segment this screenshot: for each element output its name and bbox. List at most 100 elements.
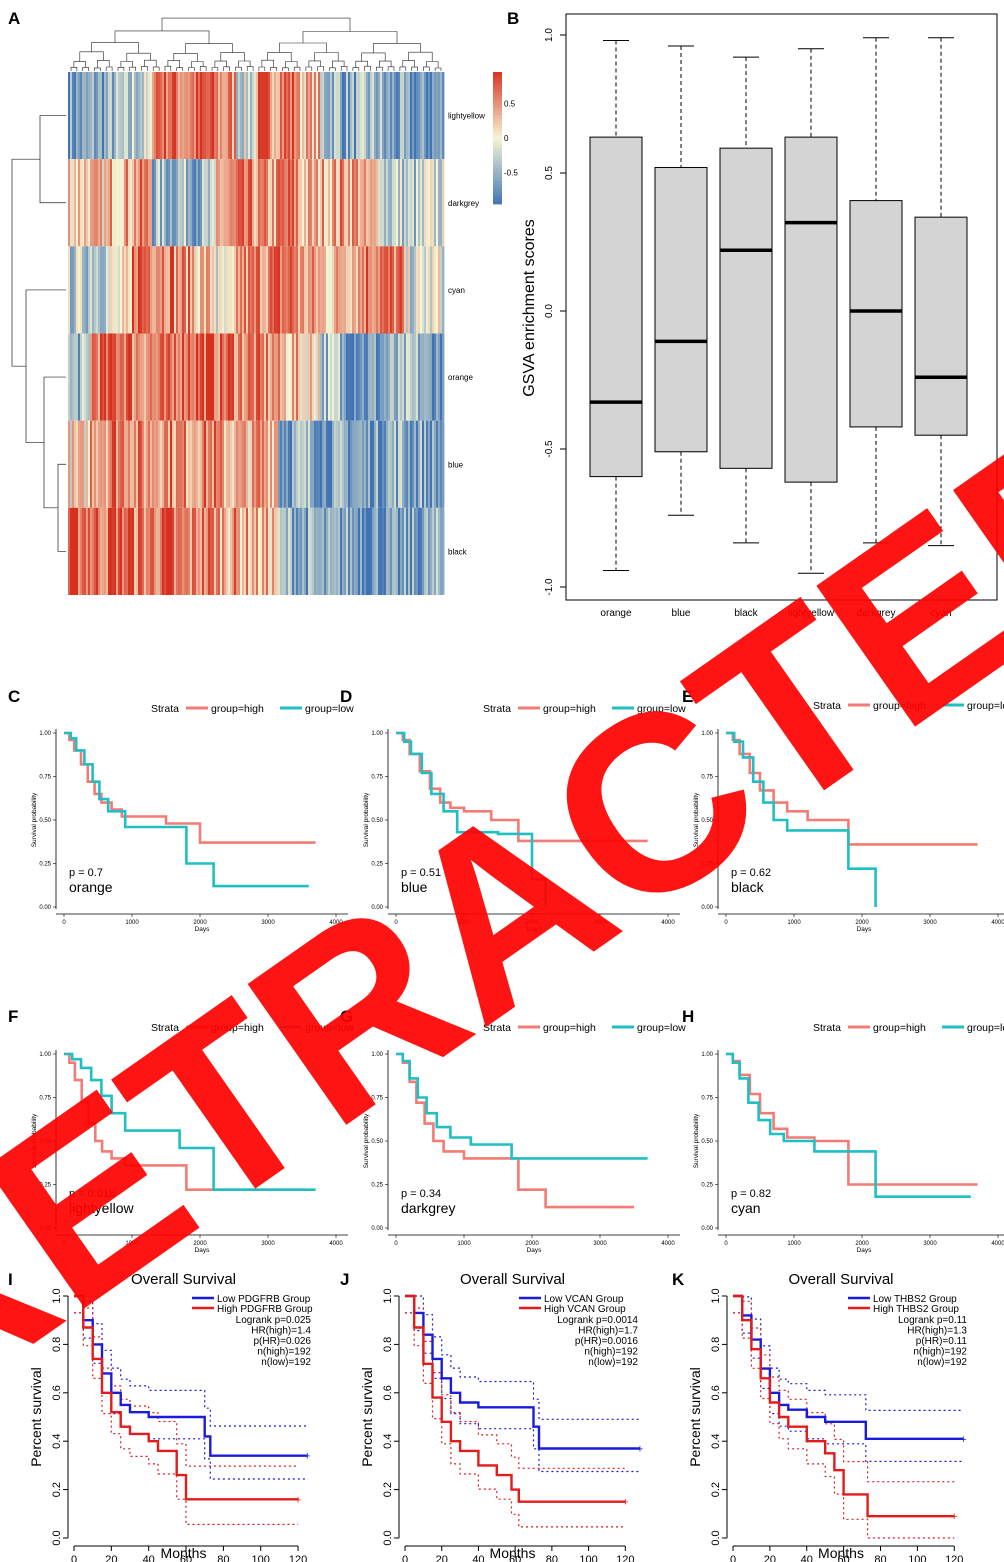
legend-label-high: High THBS2 Group	[873, 1304, 959, 1315]
censor-mark: +	[622, 1497, 628, 1509]
y-axis-label: GSVA enrichment scores	[521, 219, 538, 397]
y-tick-label: 0.0	[544, 304, 555, 318]
y-tick-label: 0.25	[39, 862, 51, 868]
colorbar-swatch	[493, 125, 502, 129]
y-tick-label: 1.00	[701, 1052, 713, 1058]
dendrogram-branch	[95, 68, 101, 71]
y-tick-label: 0.5	[544, 166, 555, 180]
heatmap-row-cyan	[68, 246, 444, 333]
x-tick-label: 3000	[923, 1241, 937, 1247]
survival-curve-high	[64, 733, 316, 843]
colorbar-swatch	[493, 194, 502, 198]
heatmap-panel: lightyellowdarkgreycyanorangeblueblack0.…	[12, 18, 518, 595]
km-legend: Stratagroup=highgroup=low	[813, 1022, 1004, 1034]
censor-mark: +	[295, 1494, 301, 1506]
y-tick-label: 0.4	[382, 1434, 394, 1449]
y-tick-label: 0.75	[701, 1096, 713, 1102]
y-tick-label: 1.0	[544, 28, 555, 42]
x-tick-label: 80	[546, 1554, 558, 1562]
dendrogram-branch	[115, 31, 209, 44]
legend: Low PDGFRB GroupHigh PDGFRB GroupLogrank…	[192, 1294, 313, 1368]
y-tick-label: 0.25	[371, 1183, 383, 1189]
iqr-box	[785, 137, 837, 482]
x-tick-label: 3000	[593, 1241, 607, 1247]
stat-line: HR(high)=1.7	[578, 1326, 638, 1337]
column-dendrogram	[71, 18, 441, 71]
colorbar-swatch	[493, 178, 502, 182]
dendrogram-branch	[341, 66, 347, 71]
colorbar-tick-label: -0.5	[504, 169, 518, 178]
dendrogram-branch	[177, 68, 183, 71]
legend-title: Strata	[813, 1022, 841, 1034]
p-value: p = 0.7	[69, 867, 103, 879]
x-tick-label: 120	[616, 1554, 634, 1562]
dendrogram-branch	[189, 68, 195, 72]
y-tick-label: 0.00	[39, 905, 51, 911]
dendrogram-branch	[280, 43, 327, 53]
dendrogram-branch	[106, 67, 112, 71]
panel-label-k: K	[672, 1270, 685, 1289]
legend-label-low: group=low	[305, 703, 354, 715]
dendrogram-branch	[83, 67, 89, 71]
y-tick-label: 0.4	[51, 1434, 63, 1449]
x-tick-label: 4000	[991, 1241, 1004, 1247]
colorbar-swatch	[493, 191, 502, 195]
dendrogram-branch	[221, 53, 245, 62]
box-orange: orange	[590, 41, 642, 619]
y-tick-label: 0.50	[701, 1139, 713, 1145]
x-tick-label: 40	[143, 1554, 155, 1562]
colorbar-swatch	[493, 72, 502, 76]
stat-line: n(low)=192	[917, 1357, 967, 1368]
survival-curve-low	[64, 733, 309, 886]
censor-mark: +	[304, 1451, 310, 1463]
x-tick-label: 100	[908, 1554, 926, 1562]
dendrogram-branch	[412, 67, 418, 71]
dendrogram-branch	[121, 62, 133, 68]
dendrogram-branch	[74, 62, 86, 68]
heatmap-row-label: darkgrey	[448, 199, 479, 208]
stat-line: p(HR)=0.026	[253, 1336, 311, 1347]
dendrogram-branch	[262, 60, 274, 67]
colorbar-swatch	[493, 174, 502, 178]
legend-label-low: group=low	[967, 1022, 1004, 1034]
stat-line: HR(high)=1.3	[907, 1326, 967, 1337]
y-tick-label: 0.25	[701, 1183, 713, 1189]
dendrogram-branch	[144, 60, 156, 67]
colorbar-swatch	[493, 98, 502, 102]
dendrogram-branch	[423, 67, 429, 71]
km-plot-cyan: Stratagroup=highgroup=low 0.00 0.25 0.50 0.7…	[693, 1022, 1004, 1254]
x-tick-label: 80	[217, 1554, 229, 1562]
dendrogram-branch	[356, 61, 368, 67]
x-tick-label: 40	[801, 1554, 813, 1562]
heatmap-row-label: black	[448, 547, 468, 556]
dendrogram-branch	[142, 66, 148, 71]
legend-title: Strata	[483, 703, 511, 715]
heatmap-cell	[442, 159, 444, 246]
heatmap-cell	[442, 246, 444, 333]
y-tick-label: 0.00	[371, 1226, 383, 1232]
iqr-box	[720, 148, 772, 468]
colorbar-swatch	[493, 108, 502, 112]
x-tick-label: orange	[600, 608, 632, 619]
panel-label-c: C	[8, 687, 20, 706]
colorbar-swatch	[493, 164, 502, 168]
dendrogram-branch	[212, 68, 218, 72]
heatmap-cell	[442, 421, 444, 508]
dendrogram-branch	[362, 53, 386, 61]
heatmap-row-label: lightyellow	[448, 112, 485, 121]
dendrogram-branch	[332, 61, 344, 68]
dendrogram-branch	[282, 68, 288, 71]
colorbar-swatch	[493, 118, 502, 122]
heatmap-row-label: blue	[448, 460, 464, 469]
dendrogram-branch	[285, 62, 297, 68]
dendrogram-branch	[44, 377, 66, 508]
y-axis-label: Percent survival	[359, 1367, 375, 1467]
stat-line: n(high)=192	[257, 1347, 311, 1358]
y-tick-label: 0.75	[371, 775, 383, 781]
colorbar-swatch	[493, 145, 502, 149]
legend-label-high: High PDGFRB Group	[217, 1304, 313, 1315]
stat-line: p(HR)=0.0016	[575, 1336, 639, 1347]
y-tick-label: 0.00	[701, 1226, 713, 1232]
colorbar-swatch	[493, 141, 502, 145]
dendrogram-branch	[259, 67, 265, 71]
